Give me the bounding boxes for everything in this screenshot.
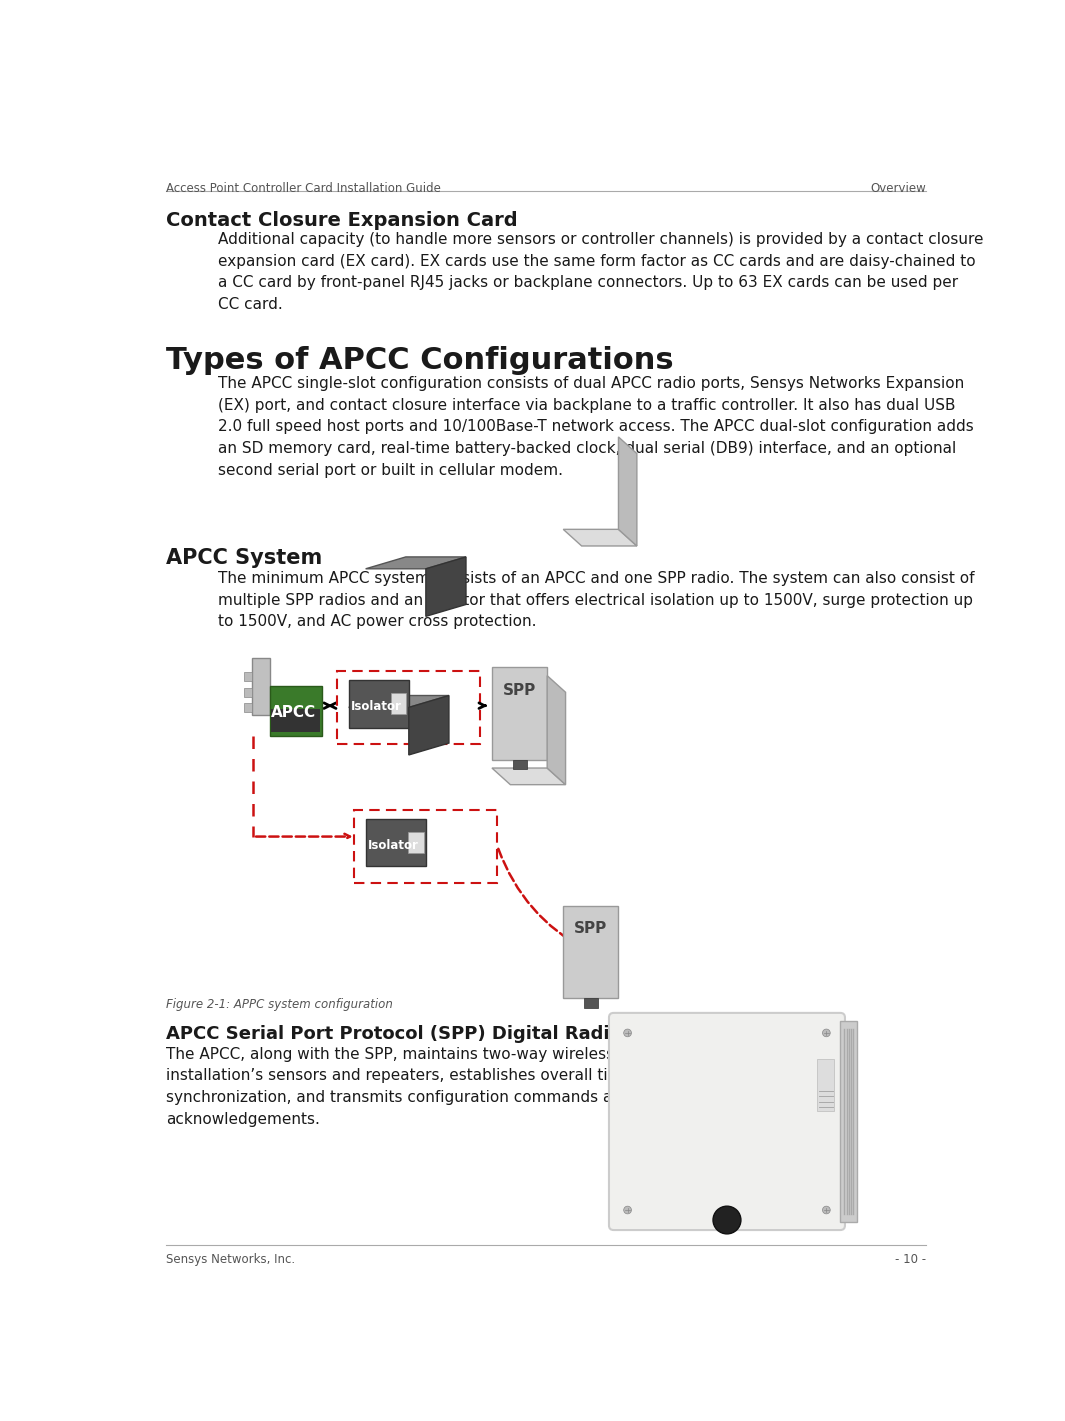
Polygon shape xyxy=(426,557,466,617)
Circle shape xyxy=(714,1206,741,1233)
Text: The APCC single-slot configuration consists of dual APCC radio ports, Sensys Net: The APCC single-slot configuration consi… xyxy=(218,377,974,477)
Circle shape xyxy=(624,1029,632,1037)
Bar xyxy=(272,709,321,732)
Text: Isolator: Isolator xyxy=(351,701,403,713)
Text: Overview: Overview xyxy=(870,182,925,195)
Text: APCC: APCC xyxy=(272,705,316,720)
Bar xyxy=(584,999,597,1007)
Polygon shape xyxy=(547,675,566,784)
Bar xyxy=(817,1059,834,1111)
Text: Access Point Controller Card Installation Guide: Access Point Controller Card Installatio… xyxy=(166,182,441,195)
Bar xyxy=(512,760,526,769)
Text: Contact Closure Expansion Card: Contact Closure Expansion Card xyxy=(166,210,518,230)
Text: Isolator: Isolator xyxy=(368,838,420,851)
Text: - 10 -: - 10 - xyxy=(895,1253,925,1266)
Bar xyxy=(269,686,322,736)
Text: SPP: SPP xyxy=(503,682,536,698)
Text: The APCC, along with the SPP, maintains two-way wireless links to an
installatio: The APCC, along with the SPP, maintains … xyxy=(166,1047,705,1127)
Circle shape xyxy=(624,1206,632,1214)
Bar xyxy=(348,681,409,728)
Text: Types of APCC Configurations: Types of APCC Configurations xyxy=(166,347,673,375)
Bar xyxy=(244,672,252,682)
Polygon shape xyxy=(348,695,449,708)
FancyBboxPatch shape xyxy=(609,1013,845,1231)
Bar xyxy=(252,658,269,715)
Text: Figure 2-1: APPC system configuration: Figure 2-1: APPC system configuration xyxy=(166,999,393,1012)
Polygon shape xyxy=(365,557,466,568)
Text: Additional capacity (to handle more sensors or controller channels) is provided : Additional capacity (to handle more sens… xyxy=(218,232,984,313)
Text: SPP: SPP xyxy=(574,921,607,936)
Bar xyxy=(365,818,426,867)
Text: APCC System: APCC System xyxy=(166,549,322,568)
Bar xyxy=(337,671,480,745)
Circle shape xyxy=(822,1029,831,1037)
Text: The minimum APCC system consists of an APCC and one SPP radio. The system can al: The minimum APCC system consists of an A… xyxy=(218,571,974,630)
Bar xyxy=(409,831,424,853)
Bar xyxy=(563,905,619,999)
Bar xyxy=(492,668,547,760)
Bar xyxy=(244,703,252,712)
Polygon shape xyxy=(619,436,637,546)
Bar xyxy=(840,1022,857,1222)
Text: APCC Serial Port Protocol (SPP) Digital Radio: APCC Serial Port Protocol (SPP) Digital … xyxy=(166,1025,621,1043)
Polygon shape xyxy=(409,695,449,755)
Polygon shape xyxy=(563,530,637,546)
Bar xyxy=(244,688,252,696)
Bar xyxy=(392,693,407,715)
Circle shape xyxy=(822,1206,831,1214)
Polygon shape xyxy=(492,767,566,784)
Text: Sensys Networks, Inc.: Sensys Networks, Inc. xyxy=(166,1253,295,1266)
Bar xyxy=(354,810,497,882)
